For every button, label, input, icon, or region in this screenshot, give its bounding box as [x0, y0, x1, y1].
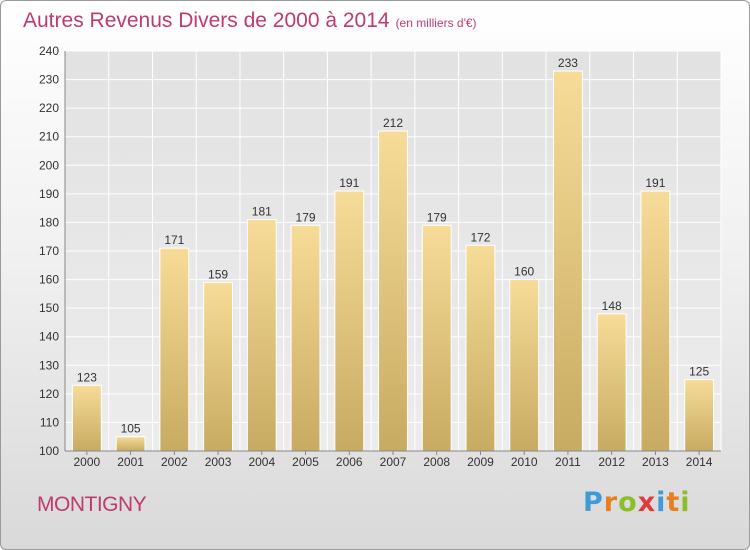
bar [159, 247, 190, 452]
x-tick-label: 2001 [117, 455, 144, 469]
bar-value-label: 191 [645, 176, 665, 190]
y-tick-label: 170 [39, 244, 59, 258]
bar [290, 224, 321, 452]
bar-value-label: 181 [252, 205, 272, 219]
bar [596, 313, 627, 452]
y-tick-label: 100 [39, 444, 59, 458]
bar-value-label: 179 [296, 210, 316, 224]
y-tick-label: 240 [39, 44, 59, 58]
bar [684, 379, 715, 452]
bar-value-label: 179 [427, 210, 447, 224]
bar [203, 281, 233, 452]
chart-title-text: Autres Revenus Divers de 2000 à 2014 [23, 9, 390, 32]
bar-value-label: 148 [602, 299, 622, 313]
y-tick-label: 190 [39, 187, 59, 201]
x-tick-label: 2002 [161, 455, 188, 469]
logo-letter: t [666, 487, 681, 518]
bar-value-label: 160 [514, 265, 534, 279]
chart-title: Autres Revenus Divers de 2000 à 2014 (en … [23, 9, 477, 33]
logo-letter: x [637, 487, 657, 518]
bar [553, 70, 583, 452]
y-tick-label: 120 [39, 387, 59, 401]
x-tick-label: 2003 [205, 455, 232, 469]
y-tick-label: 150 [39, 301, 59, 315]
y-tick-label: 230 [39, 73, 59, 87]
x-tick-label: 2000 [74, 455, 101, 469]
location-label: MONTIGNY [37, 493, 147, 516]
bar [334, 190, 365, 452]
x-tick-label: 2005 [292, 455, 319, 469]
logo-letter: i [680, 487, 691, 518]
bars [71, 70, 715, 452]
y-tick-label: 160 [39, 273, 59, 287]
y-tick-label: 140 [39, 330, 59, 344]
x-tick-label: 2013 [642, 455, 669, 469]
proxiti-logo: Proxiti [583, 487, 691, 518]
y-axis: 100 110 120 130 140 150 160 170 180 190 200 210 220 2… [39, 44, 66, 458]
bar [115, 436, 146, 452]
bar-value-label: 233 [558, 56, 578, 70]
bar [378, 130, 408, 452]
x-tick-label: 2007 [380, 455, 407, 469]
bar [246, 219, 277, 452]
x-axis: 2000 2001 2002 2003 2004 2005 2006 2007 2008 2009… [65, 450, 721, 469]
logo-letter: P [583, 487, 604, 518]
y-tick-label: 180 [39, 215, 59, 229]
logo-letter: o [618, 487, 638, 518]
x-tick-label: 2012 [598, 455, 625, 469]
bar-value-label: 171 [164, 233, 184, 247]
bar-value-label: 172 [470, 230, 490, 244]
bar-value-label: 105 [121, 422, 141, 436]
logo-letter: r [603, 487, 619, 518]
x-tick-label: 2006 [336, 455, 363, 469]
y-tick-label: 210 [39, 130, 59, 144]
y-tick-label: 220 [39, 101, 59, 115]
x-tick-label: 2010 [511, 455, 538, 469]
bar-value-label: 123 [77, 370, 97, 384]
x-tick-label: 2004 [248, 455, 275, 469]
bar [421, 224, 452, 452]
bar-value-label: 212 [383, 116, 403, 130]
x-tick-label: 2009 [467, 455, 494, 469]
chart-subtitle: (en milliers d'€) [395, 16, 477, 30]
logo-letter: i [656, 487, 667, 518]
bar [640, 190, 671, 452]
y-tick-label: 200 [39, 158, 59, 172]
bar-value-label: 125 [689, 365, 709, 379]
x-tick-label: 2011 [555, 455, 581, 469]
bar [71, 384, 102, 452]
x-tick-label: 2008 [423, 455, 450, 469]
x-tick-label: 2014 [686, 455, 713, 469]
y-tick-label: 130 [39, 358, 59, 372]
bar [509, 279, 540, 452]
value-labels: 123 105 171 159 181 179 191 212 179 172 160 233 148 1… [77, 56, 710, 436]
bar-value-label: 159 [208, 267, 228, 281]
bar [465, 244, 496, 452]
bar-value-label: 191 [339, 176, 359, 190]
y-tick-label: 110 [40, 415, 59, 429]
